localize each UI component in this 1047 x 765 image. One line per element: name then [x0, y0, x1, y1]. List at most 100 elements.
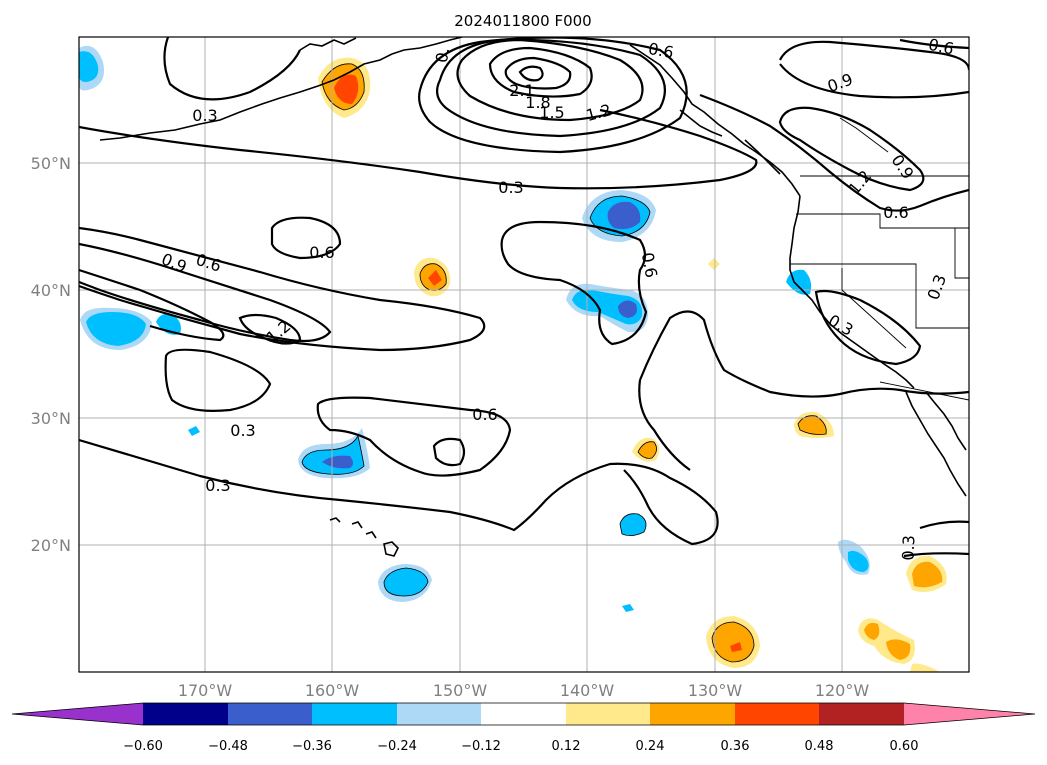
shading-outlines	[301, 63, 827, 663]
map-panel: 0.3 0.3 0.3 0.3 0.3 0.3 0.3 0.6 0.6 0.6 …	[78, 35, 970, 673]
figure-title: 2024011800 F000	[454, 12, 591, 30]
colorbar-swatch	[566, 703, 650, 725]
negative-anomaly-core	[848, 550, 869, 572]
contour-line	[638, 310, 969, 398]
negative-anomaly-core	[86, 312, 146, 346]
negative-anomaly-peak	[322, 455, 353, 469]
negative-anomaly-core	[622, 604, 634, 612]
contour-line	[79, 242, 332, 343]
positive-anomaly-area	[910, 663, 940, 672]
contour-line	[238, 313, 302, 345]
lon-label: 130°W	[688, 681, 743, 700]
contour-label: 0.3	[899, 535, 919, 561]
lon-label: 120°W	[815, 681, 870, 700]
lon-label: 160°W	[305, 681, 360, 700]
colorbar-outline	[11, 702, 1036, 726]
contour-line	[778, 106, 925, 192]
colorbar-swatch	[397, 703, 481, 725]
baja-coastline	[905, 391, 967, 497]
contour-line	[164, 348, 272, 412]
state-border	[796, 213, 955, 229]
latitude-labels: 50°N 40°N 30°N 20°N	[31, 154, 71, 555]
contour-label: 0.6	[638, 251, 661, 279]
contour-label: 0.3	[192, 106, 217, 125]
colorbar-swatch	[735, 703, 819, 725]
colorbar-extend-low	[12, 703, 143, 725]
positive-anomaly-area	[708, 258, 720, 270]
positive-anomaly-peak	[730, 642, 742, 652]
colorbar-swatch	[650, 703, 735, 725]
colorbar-extend-high	[904, 703, 1035, 725]
contour-line	[779, 40, 969, 71]
contour-line	[814, 289, 922, 366]
contour-line	[518, 65, 544, 82]
negative-anomaly-core	[188, 426, 200, 436]
colorbar: −0.60 −0.48 −0.36 −0.24 −0.12 0.12 0.24 …	[11, 702, 1036, 754]
negative-anomaly-peak	[607, 201, 641, 230]
contour-lines	[79, 37, 969, 558]
colorbar-swatch	[143, 703, 228, 725]
colorbar-swatch	[312, 703, 397, 725]
contour-line	[638, 379, 691, 471]
colorbar-tick-label: −0.24	[377, 739, 417, 754]
positive-anomaly-core	[798, 415, 827, 435]
bc-coastline	[629, 44, 801, 197]
contour-line	[79, 438, 719, 546]
island-coastline	[744, 139, 781, 175]
contour-line	[316, 396, 512, 477]
alaska-coastline	[299, 37, 357, 51]
hawaii-island	[383, 541, 399, 557]
negative-anomaly-core	[79, 51, 99, 82]
island-coastline	[679, 109, 723, 137]
contour-line	[903, 552, 969, 558]
negative-anomaly-peak	[618, 300, 637, 318]
contour-label: 0.3	[498, 178, 523, 197]
alaska-coastline	[99, 53, 393, 141]
negative-anomaly-core	[620, 513, 646, 536]
map-background	[79, 37, 969, 672]
positive-anomaly-core	[864, 622, 880, 640]
contour-line	[270, 216, 342, 260]
contour-line	[500, 220, 648, 346]
positive-anomaly-core	[712, 622, 754, 662]
contour-label: 0.6	[883, 203, 908, 222]
colorbar-swatch	[228, 703, 312, 725]
contour-label: 0.6	[309, 243, 334, 262]
lat-label: 30°N	[31, 409, 71, 428]
lon-label: 170°W	[178, 681, 233, 700]
colorbar-tick-label: −0.36	[292, 739, 332, 754]
contour-label: 0.	[432, 46, 453, 64]
contour-label: 0.6	[927, 35, 956, 59]
lat-label: 50°N	[31, 154, 71, 173]
colorbar-tick-label: 0.60	[890, 739, 919, 754]
colorbar-tick-label: −0.48	[208, 739, 248, 754]
us-west-coastline	[789, 195, 915, 389]
lat-label: 40°N	[31, 281, 71, 300]
positive-anomaly-peak	[334, 74, 359, 104]
contour-line	[488, 46, 593, 98]
contour-line	[418, 37, 688, 154]
colorbar-tick-label: −0.60	[123, 739, 163, 754]
colorbar-tick-label: 0.12	[552, 739, 581, 754]
positive-anomaly-core	[886, 639, 911, 660]
colorbar-tick-label: 0.24	[636, 739, 665, 754]
longitude-labels: 170°W 160°W 150°W 140°W 130°W 120°W	[178, 681, 870, 700]
contour-label: 2.1	[509, 81, 534, 100]
lon-label: 150°W	[433, 681, 488, 700]
province-border	[839, 117, 889, 153]
contour-line	[699, 93, 969, 212]
hawaii-island	[365, 531, 377, 539]
contour-line	[79, 226, 486, 352]
lon-label: 140°W	[560, 681, 615, 700]
alaska-coastline	[391, 37, 463, 55]
us-mexico-border	[879, 381, 969, 401]
contour-line	[79, 268, 225, 342]
contour-line	[919, 520, 969, 530]
colorbar-tick-label: 0.48	[805, 739, 834, 754]
contour-label: 1.8	[525, 93, 550, 112]
contour-line	[779, 63, 969, 99]
contour-label: 0.3	[230, 421, 255, 440]
hawaii-island	[329, 517, 341, 523]
contour-line	[899, 38, 969, 50]
